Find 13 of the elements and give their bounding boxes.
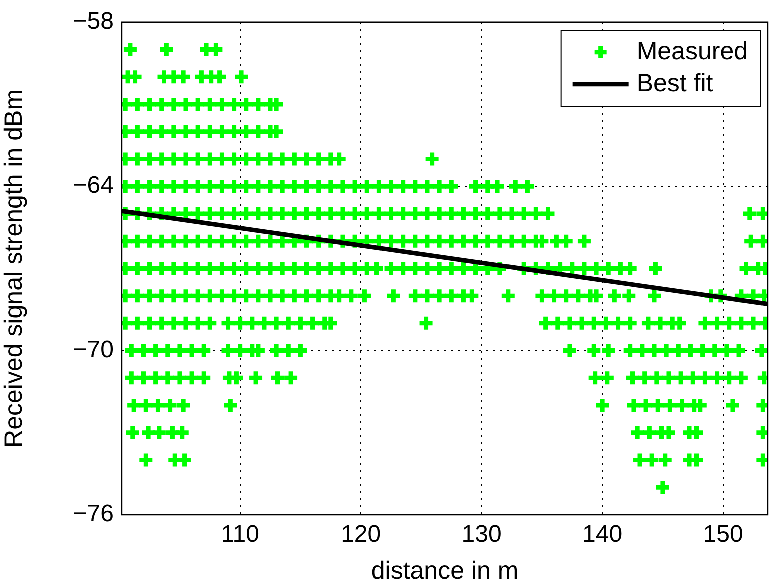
x-tick-label: 130: [462, 521, 502, 548]
x-tick-label: 120: [341, 521, 382, 548]
y-tick-label: −58: [73, 8, 114, 36]
y-tick-label: −76: [73, 500, 114, 528]
legend-label: Measured: [636, 37, 748, 66]
y-tick-label: −70: [73, 336, 114, 364]
x-tick-label: 140: [582, 521, 623, 548]
legend-label: Best fit: [636, 69, 714, 98]
y-axis-title: Received signal strength in dBm: [0, 89, 28, 448]
x-tick-label: 110: [221, 521, 260, 548]
x-axis-title: distance in m: [371, 556, 519, 585]
x-tick-label: 150: [703, 521, 744, 548]
y-tick-label: −64: [73, 172, 114, 200]
